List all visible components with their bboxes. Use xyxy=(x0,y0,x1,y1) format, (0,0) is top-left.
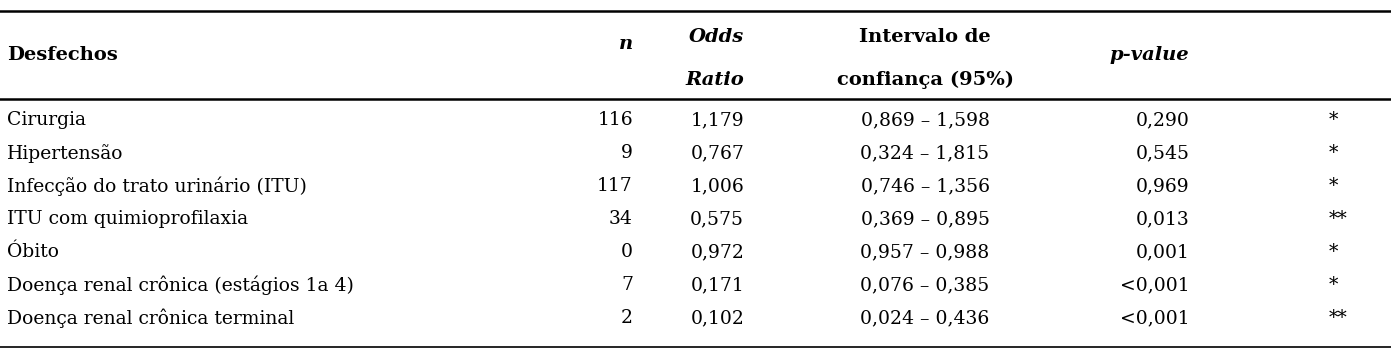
Text: Doença renal crônica terminal: Doença renal crônica terminal xyxy=(7,308,295,328)
Text: Ratio: Ratio xyxy=(686,71,744,88)
Text: 0,869 – 1,598: 0,869 – 1,598 xyxy=(861,112,989,129)
Text: 0,746 – 1,356: 0,746 – 1,356 xyxy=(861,177,989,195)
Text: *: * xyxy=(1328,112,1338,129)
Text: 1,179: 1,179 xyxy=(690,112,744,129)
Text: 0,001: 0,001 xyxy=(1135,243,1189,261)
Text: 117: 117 xyxy=(597,177,633,195)
Text: 0,024 – 0,436: 0,024 – 0,436 xyxy=(861,309,989,327)
Text: Intervalo de: Intervalo de xyxy=(860,28,990,46)
Text: ITU com quimioprofilaxia: ITU com quimioprofilaxia xyxy=(7,210,248,228)
Text: Infecção do trato urinário (ITU): Infecção do trato urinário (ITU) xyxy=(7,176,307,196)
Text: 0,369 – 0,895: 0,369 – 0,895 xyxy=(861,210,989,228)
Text: *: * xyxy=(1328,177,1338,195)
Text: 0,972: 0,972 xyxy=(690,243,744,261)
Text: 9: 9 xyxy=(620,144,633,162)
Text: 2: 2 xyxy=(620,309,633,327)
Text: Odds: Odds xyxy=(689,28,744,46)
Text: 7: 7 xyxy=(620,276,633,294)
Text: <0,001: <0,001 xyxy=(1120,276,1189,294)
Text: Desfechos: Desfechos xyxy=(7,46,118,64)
Text: Cirurgia: Cirurgia xyxy=(7,112,86,129)
Text: confiança (95%): confiança (95%) xyxy=(836,70,1014,89)
Text: *: * xyxy=(1328,243,1338,261)
Text: <0,001: <0,001 xyxy=(1120,309,1189,327)
Text: **: ** xyxy=(1328,309,1346,327)
Text: 0,290: 0,290 xyxy=(1135,112,1189,129)
Text: 0: 0 xyxy=(620,243,633,261)
Text: 116: 116 xyxy=(597,112,633,129)
Text: *: * xyxy=(1328,144,1338,162)
Text: *: * xyxy=(1328,276,1338,294)
Text: 0,102: 0,102 xyxy=(690,309,744,327)
Text: n: n xyxy=(619,35,633,53)
Text: 0,076 – 0,385: 0,076 – 0,385 xyxy=(861,276,989,294)
Text: 34: 34 xyxy=(609,210,633,228)
Text: Doença renal crônica (estágios 1a 4): Doença renal crônica (estágios 1a 4) xyxy=(7,275,353,295)
Text: 0,324 – 1,815: 0,324 – 1,815 xyxy=(861,144,989,162)
Text: 0,767: 0,767 xyxy=(690,144,744,162)
Text: p-value: p-value xyxy=(1110,46,1189,64)
Text: 0,171: 0,171 xyxy=(690,276,744,294)
Text: Hipertensão: Hipertensão xyxy=(7,144,124,163)
Text: 0,545: 0,545 xyxy=(1135,144,1189,162)
Text: 0,969: 0,969 xyxy=(1135,177,1189,195)
Text: 1,006: 1,006 xyxy=(690,177,744,195)
Text: **: ** xyxy=(1328,210,1346,228)
Text: 0,957 – 0,988: 0,957 – 0,988 xyxy=(861,243,989,261)
Text: 0,013: 0,013 xyxy=(1135,210,1189,228)
Text: Óbito: Óbito xyxy=(7,243,58,261)
Text: 0,575: 0,575 xyxy=(690,210,744,228)
